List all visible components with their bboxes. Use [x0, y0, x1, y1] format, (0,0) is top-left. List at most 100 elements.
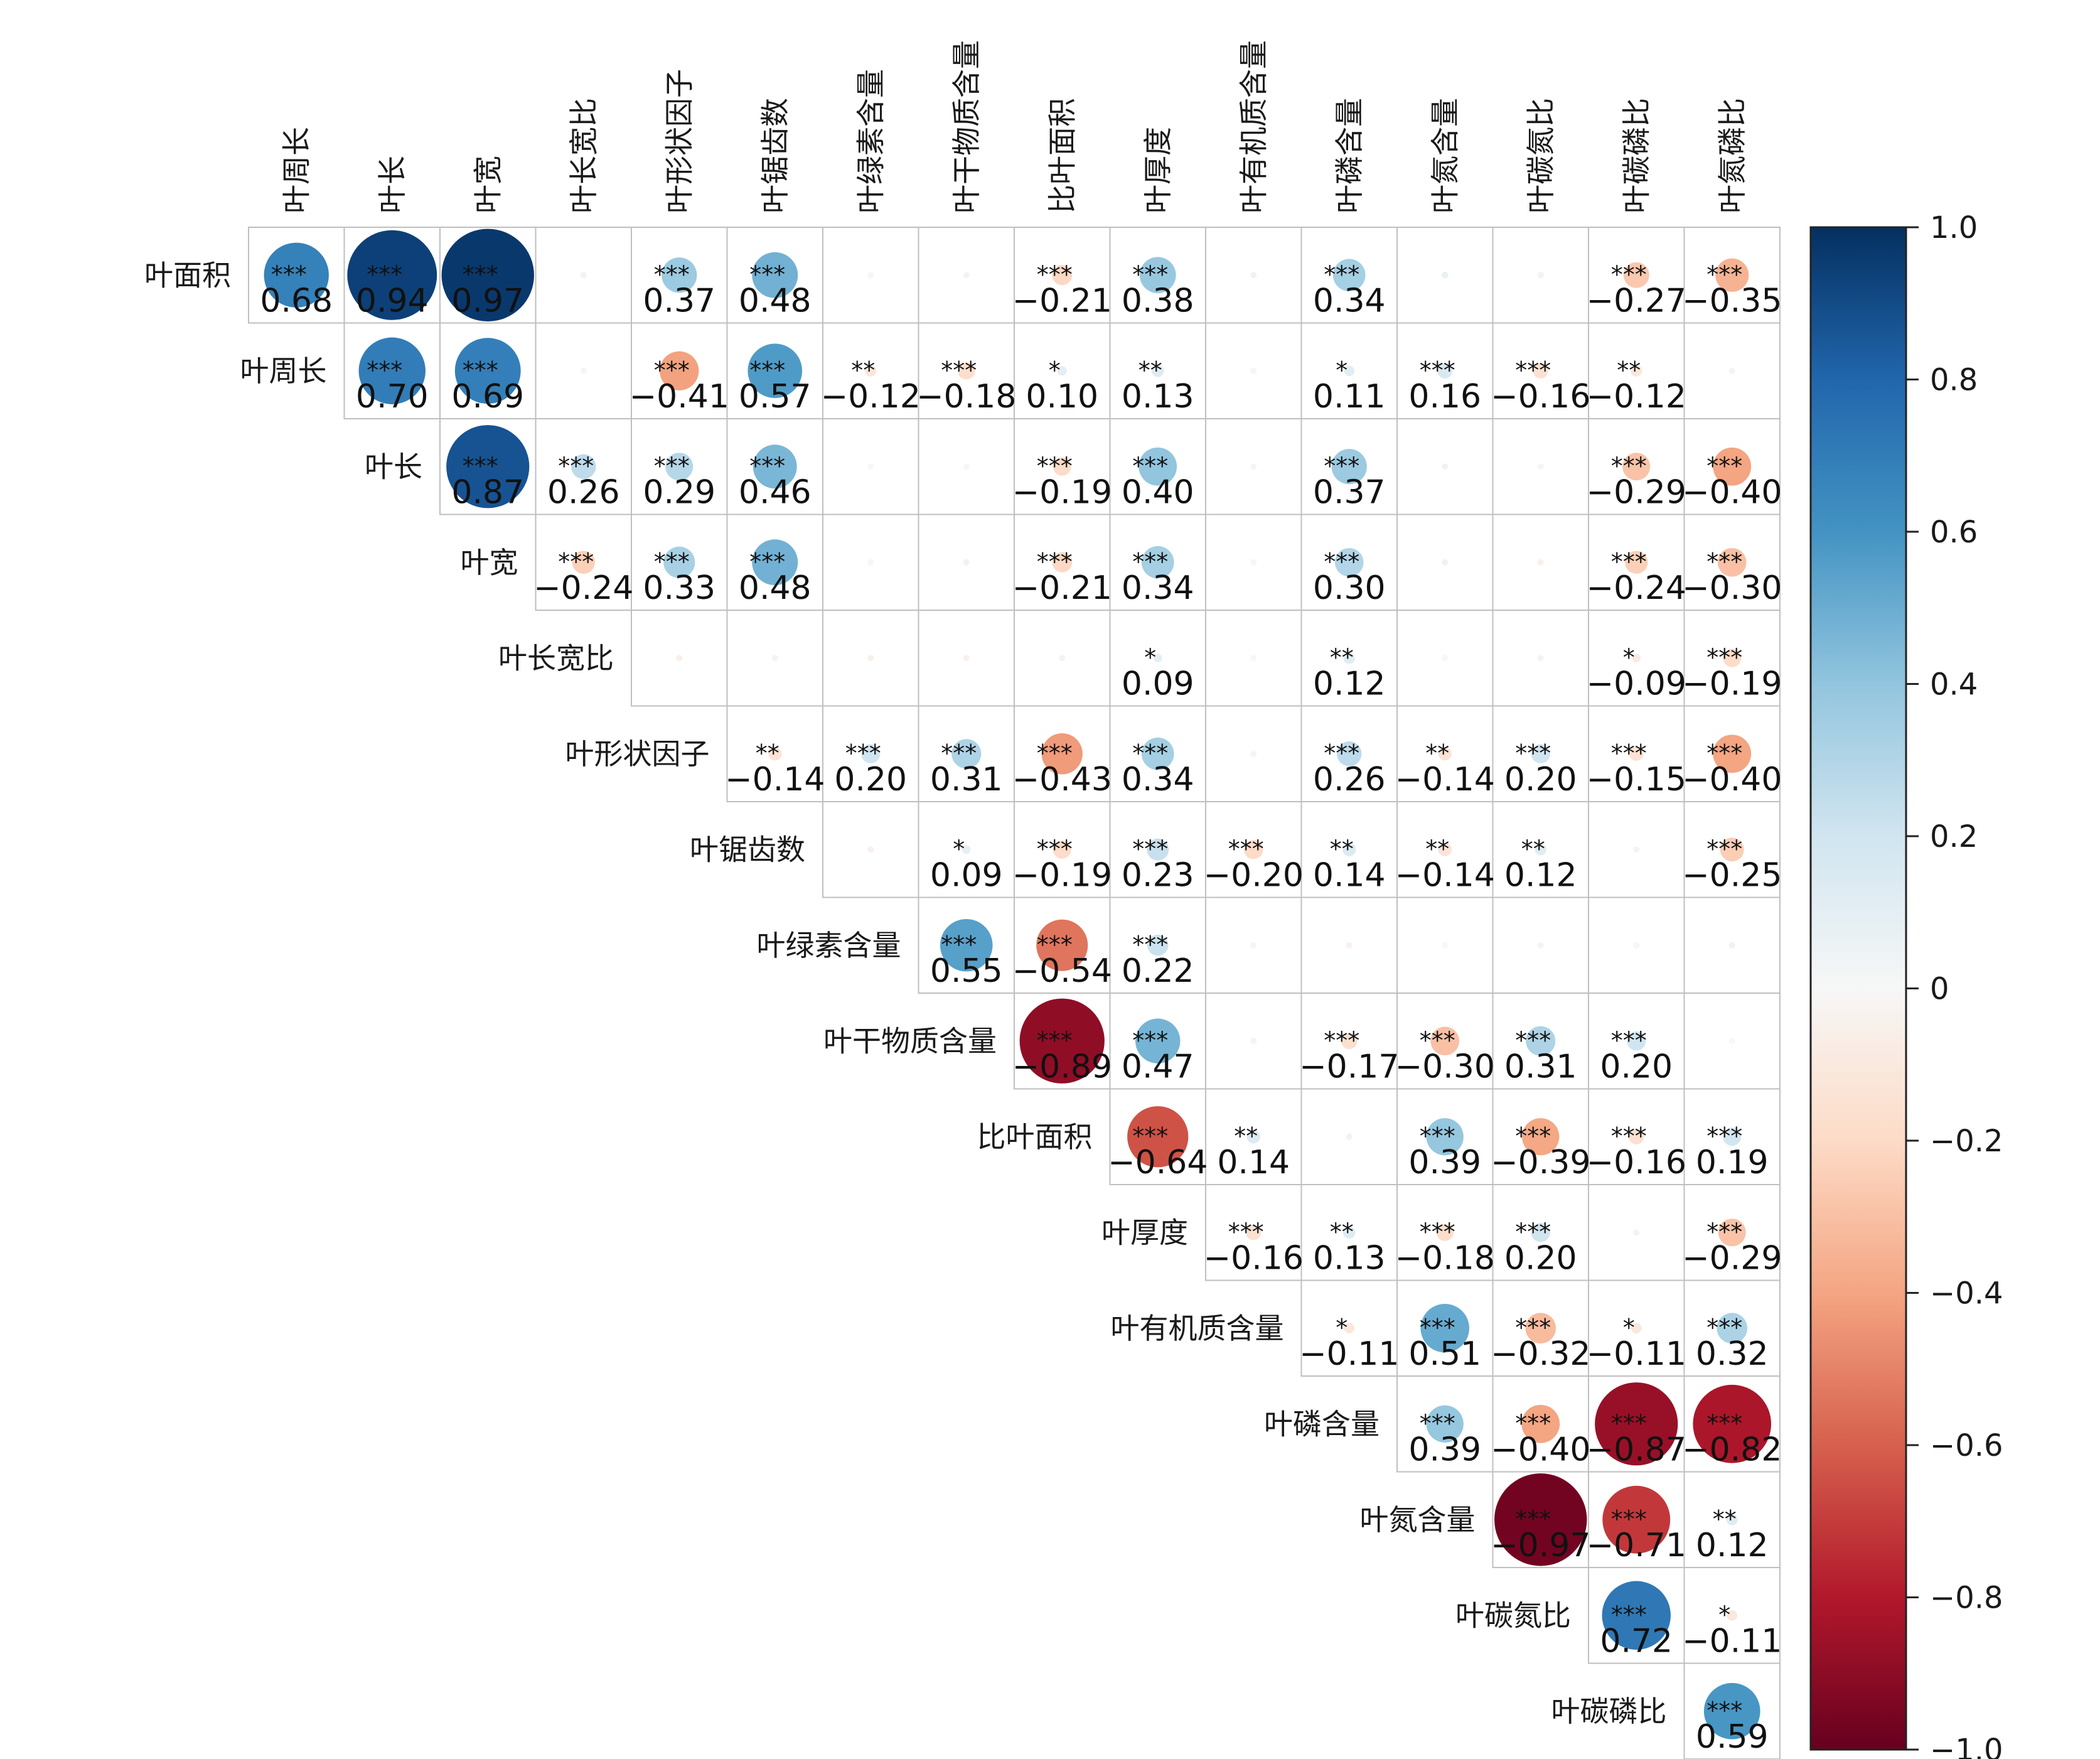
correlation-circle: [1717, 1313, 1748, 1344]
correlation-value: 0.32: [1696, 1335, 1769, 1373]
significance-stars: ***: [1132, 548, 1168, 576]
correlation-circle: [963, 655, 970, 662]
significance-stars: ***: [463, 261, 498, 288]
correlation-value: 0.69: [451, 378, 524, 416]
correlation-circle: [1052, 265, 1073, 286]
significance-stars: ***: [1611, 452, 1647, 480]
significance-stars: **: [756, 740, 779, 767]
correlation-circle: [1602, 1485, 1671, 1554]
colorbar-tick-label: −0.4: [1930, 1276, 2003, 1311]
correlation-circle: [958, 362, 975, 380]
correlation-circle: [1442, 942, 1449, 949]
correlation-circle: [1052, 552, 1073, 573]
correlation-value: −0.18: [1395, 1239, 1495, 1277]
correlation-circle: [867, 559, 874, 566]
significance-stars: ***: [1706, 1409, 1742, 1437]
correlation-value: 0.70: [356, 378, 429, 416]
correlation-circle: [1531, 744, 1550, 763]
row-variable-label: 叶碳磷比: [1551, 1694, 1667, 1728]
row-variable-label: 叶面积: [144, 258, 231, 292]
correlation-value: 0.14: [1313, 856, 1386, 894]
correlation-circle: [571, 454, 596, 480]
correlation-value: −0.54: [1012, 952, 1112, 990]
significance-stars: ***: [749, 261, 785, 288]
correlation-value: 0.09: [1122, 665, 1194, 702]
correlation-value: −0.19: [1012, 473, 1112, 511]
correlation-circle: [572, 551, 595, 574]
significance-stars: ***: [1037, 1026, 1073, 1054]
grid-cell: [1683, 1662, 1781, 1759]
correlation-value: −0.40: [1682, 761, 1782, 799]
correlation-circle: [1250, 367, 1257, 374]
correlation-circle: [1346, 1133, 1353, 1140]
significance-stars: ***: [1611, 1409, 1647, 1437]
row-variable-label: 叶碳氮比: [1455, 1598, 1571, 1632]
significance-stars: ***: [1515, 1314, 1551, 1342]
colorbar-tick-label: −1.0: [1930, 1733, 2003, 1759]
correlation-circle: [1438, 842, 1452, 856]
significance-stars: ***: [1515, 357, 1551, 384]
column-variable-label: 叶氮磷比: [1715, 98, 1749, 213]
correlation-circle: [580, 272, 587, 279]
significance-stars: *: [1718, 1601, 1730, 1628]
correlation-circle: [1153, 654, 1162, 663]
correlation-value: 0.38: [1122, 282, 1194, 320]
correlation-value: −0.29: [1682, 1239, 1782, 1277]
correlation-value: 0.19: [1696, 1144, 1769, 1181]
correlation-circle: [1250, 272, 1257, 279]
correlation-circle: [1053, 840, 1071, 859]
correlation-value: 0.26: [547, 473, 620, 511]
correlation-circle: [1053, 457, 1071, 476]
row-variable-label: 叶周长: [240, 354, 327, 388]
correlation-value: 0.12: [1313, 665, 1386, 702]
correlation-circle: [1420, 1303, 1470, 1353]
correlation-circle: [1441, 271, 1449, 279]
correlation-circle: [865, 365, 877, 377]
correlation-value: 0.57: [739, 378, 812, 416]
correlation-value: 0.94: [356, 282, 429, 320]
correlation-value: −0.19: [1012, 856, 1112, 894]
significance-stars: ***: [845, 740, 881, 767]
correlation-circle: [1250, 1038, 1257, 1045]
correlation-value: −0.12: [821, 378, 921, 416]
row-variable-label: 叶长: [365, 449, 422, 483]
correlation-circle: [1342, 1226, 1356, 1239]
correlation-value: −0.71: [1587, 1527, 1686, 1564]
significance-stars: ***: [1420, 1026, 1455, 1054]
significance-stars: ***: [1515, 1409, 1551, 1437]
significance-stars: ***: [1611, 740, 1647, 767]
significance-stars: ***: [1706, 452, 1742, 480]
correlation-circle: [1727, 1610, 1738, 1621]
correlation-circle: [951, 739, 982, 769]
correlation-circle: [347, 230, 437, 320]
correlation-circle: [1250, 463, 1257, 470]
significance-stars: ***: [1706, 643, 1742, 671]
colorbar-tick-label: 0: [1930, 972, 1949, 1007]
correlation-value: 0.37: [1313, 473, 1386, 511]
correlation-circle: [1426, 1118, 1464, 1156]
correlation-value: −0.82: [1682, 1431, 1782, 1468]
correlation-circle: [861, 744, 881, 763]
column-variable-label: 叶长: [375, 156, 409, 213]
significance-stars: ***: [941, 740, 977, 767]
correlation-circle: [963, 559, 970, 566]
significance-stars: ***: [1611, 1026, 1647, 1054]
correlation-circle: [1250, 655, 1257, 662]
significance-stars: ***: [1611, 1122, 1647, 1150]
significance-stars: ***: [1324, 740, 1359, 767]
correlation-value: −0.87: [1587, 1431, 1686, 1468]
significance-stars: **: [1234, 1122, 1258, 1150]
correlation-value: −0.27: [1587, 282, 1686, 320]
significance-stars: ***: [654, 357, 690, 384]
row-variable-label: 叶绿素含量: [757, 928, 901, 962]
row-variable-label: 比叶面积: [977, 1120, 1093, 1154]
significance-stars: ***: [1515, 1218, 1551, 1245]
correlation-circle: [1723, 1127, 1742, 1146]
colorbar-gradient: [1809, 226, 1907, 1751]
correlation-circle: [1703, 1682, 1760, 1740]
correlation-circle: [1342, 842, 1356, 856]
significance-stars: ***: [1037, 931, 1073, 959]
correlation-circle: [1522, 1118, 1560, 1156]
significance-stars: ***: [1324, 452, 1359, 480]
correlation-value: −0.21: [1012, 569, 1112, 607]
